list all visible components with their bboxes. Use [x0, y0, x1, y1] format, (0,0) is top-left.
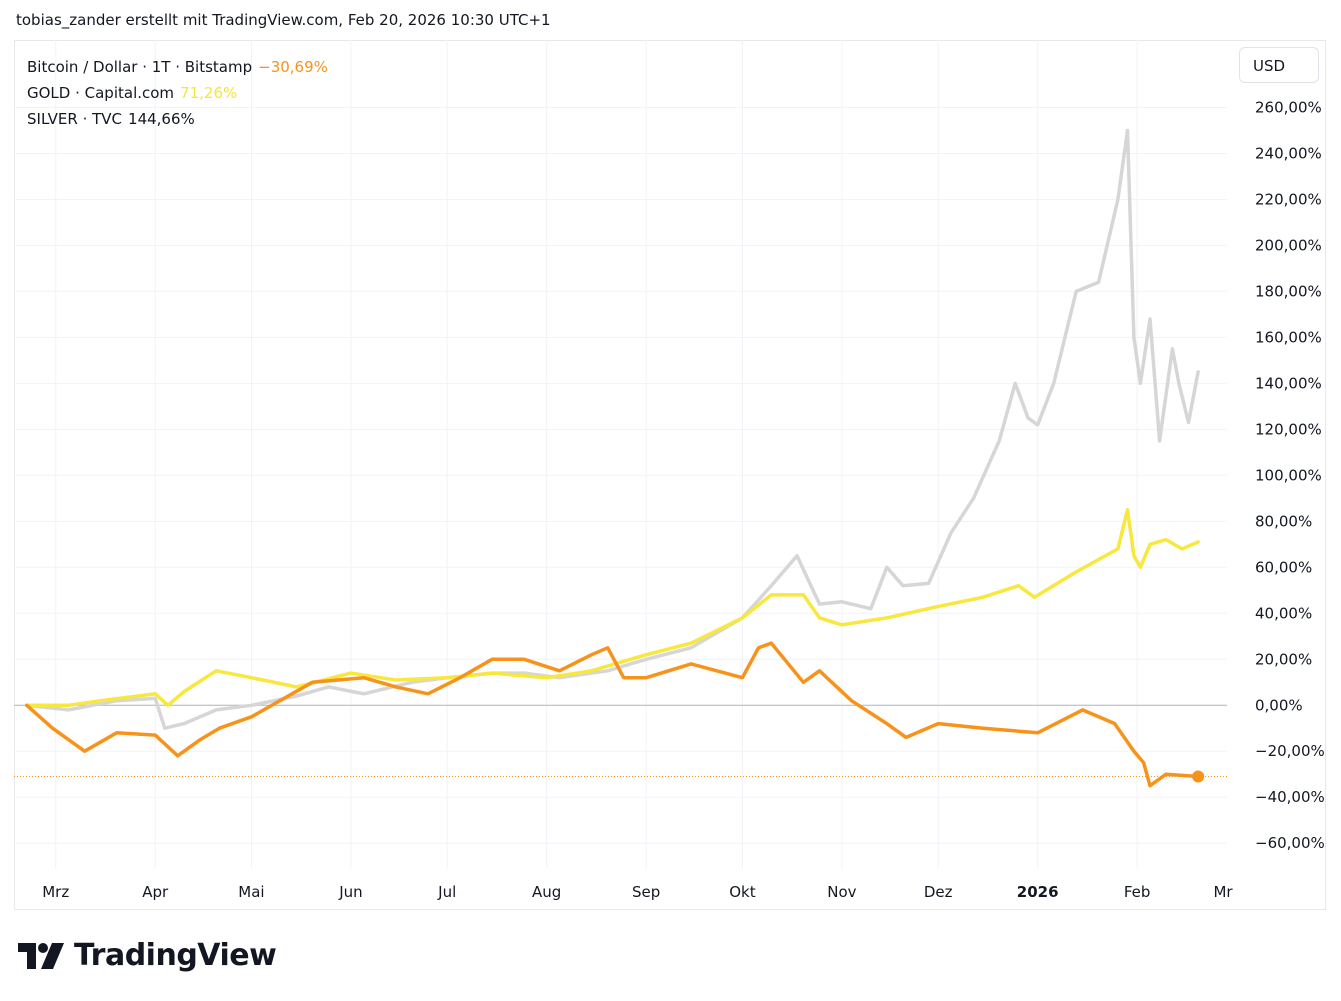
legend-change-gold: 71,26% — [180, 84, 238, 102]
x-tick-label: Mrz — [42, 883, 69, 901]
x-tick-label: Mai — [238, 883, 264, 901]
legend-name-silver: SILVER · TVC — [27, 110, 123, 128]
y-tick-label: 200,00% — [1255, 236, 1322, 254]
legend-row-bitcoin[interactable]: Bitcoin / Dollar · 1T · Bitstamp −30,69% — [27, 54, 328, 80]
x-tick-label: Jul — [437, 883, 456, 901]
tradingview-logo-icon — [18, 942, 64, 969]
gold-line — [25, 508, 1200, 708]
y-tick-label: 180,00% — [1255, 282, 1322, 300]
time-scale: Mrz Apr Mai Jun Jul Aug Sep Okt Nov Dez 2026 Feb Mr — [42, 883, 1233, 901]
legend-name-bitcoin: Bitcoin / Dollar · 1T · Bitstamp — [27, 58, 253, 76]
x-tick-label: Mr — [1213, 883, 1233, 901]
y-tick-label: −40,00% — [1255, 788, 1325, 806]
currency-button[interactable]: USD — [1239, 47, 1319, 83]
x-tick-label: Nov — [827, 883, 856, 901]
y-tick-label: 100,00% — [1255, 466, 1322, 484]
legend-change-bitcoin: −30,69% — [258, 58, 328, 76]
legend-row-silver[interactable]: SILVER · TVC 144,66% — [27, 106, 328, 132]
bitcoin-line — [25, 641, 1200, 788]
x-tick-label: Jun — [338, 883, 362, 901]
x-tick-label: Sep — [632, 883, 660, 901]
y-tick-label: 20,00% — [1255, 650, 1312, 668]
chart-canvas[interactable]: 260,00% 240,00% 220,00% 200,00% 180,00% 160,0… — [14, 40, 1326, 910]
x-tick-label: 2026 — [1017, 883, 1059, 901]
x-tick-label: Feb — [1124, 883, 1151, 901]
y-tick-label: 160,00% — [1255, 328, 1322, 346]
legend-row-gold[interactable]: GOLD · Capital.com 71,26% — [27, 80, 328, 106]
legend-name-gold: GOLD · Capital.com — [27, 84, 175, 102]
y-tick-label: −60,00% — [1255, 834, 1325, 852]
y-tick-label: −20,00% — [1255, 742, 1325, 760]
chart-author-header: tobias_zander erstellt mit TradingView.c… — [16, 11, 551, 29]
tradingview-wordmark: TradingView — [74, 938, 277, 973]
y-tick-label: 120,00% — [1255, 420, 1322, 438]
x-tick-label: Aug — [532, 883, 561, 901]
x-tick-label: Apr — [142, 883, 169, 901]
y-tick-label: 220,00% — [1255, 190, 1322, 208]
price-scale: 260,00% 240,00% 220,00% 200,00% 180,00% 160,0… — [1255, 98, 1325, 852]
y-tick-label: 0,00% — [1255, 696, 1303, 714]
y-tick-label: 140,00% — [1255, 374, 1322, 392]
chart-series-layer — [25, 128, 1200, 788]
y-tick-label: 240,00% — [1255, 144, 1322, 162]
y-tick-label: 80,00% — [1255, 512, 1312, 530]
tradingview-brand[interactable]: TradingView — [18, 938, 277, 973]
x-tick-label: Okt — [729, 883, 755, 901]
series-legend: Bitcoin / Dollar · 1T · Bitstamp −30,69% … — [27, 54, 328, 132]
x-tick-label: Dez — [924, 883, 953, 901]
bitcoin-last-point — [1192, 770, 1205, 783]
y-tick-label: 260,00% — [1255, 98, 1322, 116]
legend-change-silver: 144,66% — [128, 110, 195, 128]
y-tick-label: 40,00% — [1255, 604, 1312, 622]
chart-grid — [14, 40, 1227, 869]
y-tick-label: 60,00% — [1255, 558, 1312, 576]
